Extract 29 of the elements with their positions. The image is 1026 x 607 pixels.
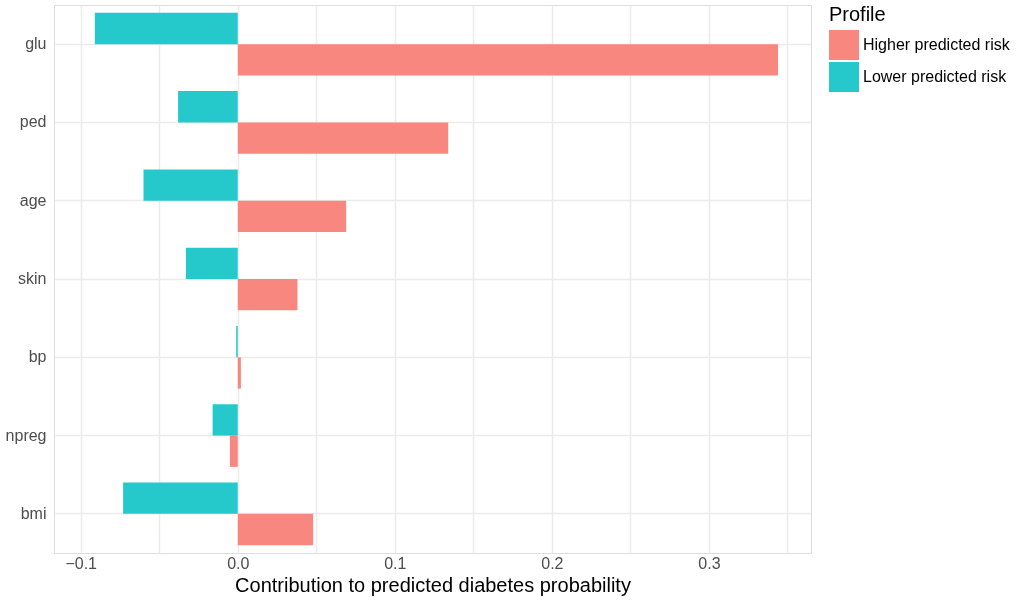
- bar: [237, 357, 241, 389]
- legend-label: Higher predicted risk: [863, 36, 1011, 53]
- x-tick-label: −0.1: [65, 554, 98, 572]
- bar: [237, 279, 298, 311]
- bar: [143, 169, 238, 201]
- bar: [94, 12, 238, 45]
- y-tick-label: age: [19, 191, 47, 209]
- legend-title: Profile: [829, 3, 886, 25]
- bar: [229, 435, 238, 467]
- y-tick-label: bp: [28, 348, 47, 366]
- x-tick-label: 0.3: [698, 554, 721, 572]
- bar: [237, 122, 449, 154]
- y-tick-label: skin: [18, 270, 47, 287]
- bar: [123, 482, 238, 514]
- bar: [237, 513, 314, 546]
- y-tick-label: npreg: [5, 426, 47, 444]
- bar: [212, 404, 238, 436]
- x-tick-label: 0.1: [384, 554, 407, 572]
- y-tick-label: glu: [25, 35, 47, 53]
- bar: [178, 91, 238, 123]
- x-tick-label: 0.2: [541, 554, 564, 572]
- bar: [237, 200, 347, 233]
- y-tick-label: ped: [19, 113, 47, 131]
- bar: [237, 44, 779, 76]
- bar: [185, 247, 238, 279]
- x-axis-title: Contribution to predicted diabetes probability: [235, 573, 631, 596]
- legend-label: Lower predicted risk: [863, 68, 1008, 85]
- y-tick-label: bmi: [20, 504, 47, 522]
- x-tick-label: 0.0: [227, 554, 250, 572]
